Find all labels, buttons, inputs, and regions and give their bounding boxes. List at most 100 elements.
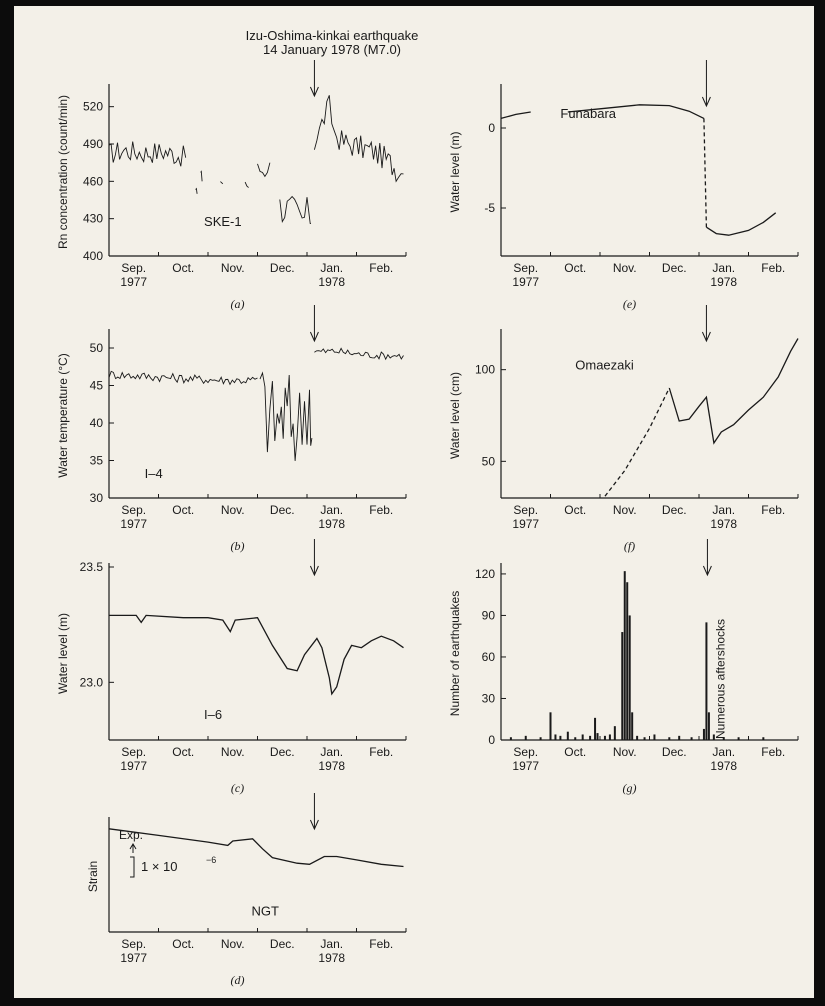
bar bbox=[574, 737, 577, 740]
bar bbox=[628, 615, 631, 740]
x-tick-label: Jan. bbox=[320, 937, 343, 951]
event-arrowhead bbox=[702, 565, 712, 577]
x-tick-label: Feb. bbox=[761, 745, 785, 759]
event-arrowhead bbox=[309, 819, 319, 831]
aftershocks-label: Numerous aftershocks bbox=[713, 619, 727, 739]
y-tick-label: 60 bbox=[482, 650, 496, 664]
series-line bbox=[313, 95, 404, 183]
x-year-label: 1978 bbox=[710, 759, 737, 773]
station-label: Omaezaki bbox=[575, 357, 634, 372]
exp-arrowhead bbox=[129, 843, 137, 850]
x-tick-label: Feb. bbox=[369, 937, 393, 951]
y-axis-label: Water level (m) bbox=[56, 613, 70, 694]
station-label: I–6 bbox=[204, 707, 222, 722]
panel-b: 30 35 40 45 50 Sep. Oct. Nov. Dec. Jan. Feb. 1977 19… bbox=[56, 305, 407, 553]
bar bbox=[589, 735, 592, 740]
y-tick-label: 90 bbox=[482, 608, 496, 622]
x-tick-label: Oct. bbox=[564, 261, 586, 275]
x-tick-label: Nov. bbox=[221, 503, 245, 517]
event-arrowhead bbox=[701, 96, 711, 108]
series-line bbox=[706, 212, 777, 236]
y-tick-label: 45 bbox=[90, 379, 104, 393]
x-tick-label: Dec. bbox=[662, 261, 687, 275]
y-tick-label: 520 bbox=[83, 100, 103, 114]
y-tick-label: 0 bbox=[488, 121, 495, 135]
x-tick-label: Jan. bbox=[712, 745, 735, 759]
x-year-label: 1977 bbox=[512, 759, 539, 773]
x-tick-label: Feb. bbox=[369, 503, 393, 517]
y-tick-label: 50 bbox=[482, 454, 496, 468]
x-tick-label: Sep. bbox=[121, 937, 146, 951]
x-tick-label: Jan. bbox=[712, 503, 735, 517]
y-axis-label: Water level (m) bbox=[448, 132, 462, 213]
series-line bbox=[244, 181, 249, 188]
bar bbox=[623, 571, 626, 740]
x-tick-label: Oct. bbox=[172, 745, 194, 759]
series-line bbox=[200, 170, 203, 182]
x-tick-label: Dec. bbox=[662, 503, 687, 517]
scale-exponent: −6 bbox=[206, 855, 216, 865]
bar bbox=[524, 735, 527, 740]
bar bbox=[539, 737, 542, 740]
x-tick-label: Nov. bbox=[221, 745, 245, 759]
series-line bbox=[703, 118, 708, 228]
scale-bracket bbox=[130, 856, 135, 878]
x-tick-label: Sep. bbox=[121, 503, 146, 517]
panel-d: Sep. Oct. Nov. Dec. Jan. Feb. 1977 1978 Strain (d… bbox=[86, 793, 407, 987]
x-year-label: 1978 bbox=[318, 759, 345, 773]
series-line bbox=[314, 347, 404, 361]
bar bbox=[596, 733, 599, 740]
x-year-label: 1978 bbox=[318, 517, 345, 531]
event-date: 14 January 1978 (M7.0) bbox=[263, 42, 401, 57]
x-tick-label: Oct. bbox=[172, 937, 194, 951]
y-axis-label: Water temperature (°C) bbox=[56, 353, 70, 477]
y-tick-label: 30 bbox=[90, 491, 104, 505]
series-line bbox=[279, 195, 312, 225]
bar bbox=[549, 712, 552, 740]
x-tick-label: Sep. bbox=[121, 261, 146, 275]
x-year-label: 1978 bbox=[710, 517, 737, 531]
x-tick-label: Jan. bbox=[320, 745, 343, 759]
y-tick-label: 460 bbox=[83, 174, 103, 188]
bar bbox=[643, 737, 646, 740]
x-year-label: 1978 bbox=[318, 951, 345, 965]
x-tick-label: Dec. bbox=[270, 745, 295, 759]
x-tick-label: Sep. bbox=[513, 745, 538, 759]
panel-caption: (d) bbox=[231, 973, 245, 987]
y-tick-label: 23.5 bbox=[80, 560, 104, 574]
bar bbox=[631, 712, 634, 740]
x-tick-label: Nov. bbox=[221, 261, 245, 275]
x-tick-label: Dec. bbox=[662, 745, 687, 759]
bar bbox=[559, 735, 562, 740]
bar bbox=[613, 726, 616, 740]
x-tick-label: Feb. bbox=[369, 745, 393, 759]
x-tick-label: Nov. bbox=[221, 937, 245, 951]
bar bbox=[626, 582, 629, 740]
bar bbox=[594, 717, 597, 740]
series-line bbox=[500, 111, 531, 120]
x-tick-label: Oct. bbox=[564, 503, 586, 517]
x-tick-label: Jan. bbox=[712, 261, 735, 275]
y-tick-label: 40 bbox=[90, 416, 104, 430]
panel-caption: (a) bbox=[231, 297, 245, 311]
x-tick-label: Dec. bbox=[270, 937, 295, 951]
series-line bbox=[257, 162, 271, 178]
panel-caption: (f) bbox=[624, 539, 635, 553]
x-tick-label: Oct. bbox=[172, 261, 194, 275]
y-tick-label: 120 bbox=[475, 567, 495, 581]
bar bbox=[509, 737, 512, 740]
y-tick-label: 400 bbox=[83, 249, 103, 263]
bar bbox=[603, 735, 606, 740]
x-tick-label: Nov. bbox=[613, 503, 637, 517]
scale-label: 1 × 10 bbox=[141, 859, 178, 874]
series-line bbox=[220, 181, 224, 185]
bar bbox=[705, 622, 708, 740]
x-tick-label: Jan. bbox=[320, 503, 343, 517]
figure-page: Izu-Oshima-kinkai earthquake 14 January … bbox=[14, 6, 814, 998]
bar bbox=[581, 734, 584, 740]
y-tick-label: 0 bbox=[488, 733, 495, 747]
series-line bbox=[567, 104, 705, 119]
y-tick-label: 35 bbox=[90, 454, 104, 468]
bar bbox=[702, 728, 705, 740]
event-arrowhead bbox=[701, 331, 711, 343]
